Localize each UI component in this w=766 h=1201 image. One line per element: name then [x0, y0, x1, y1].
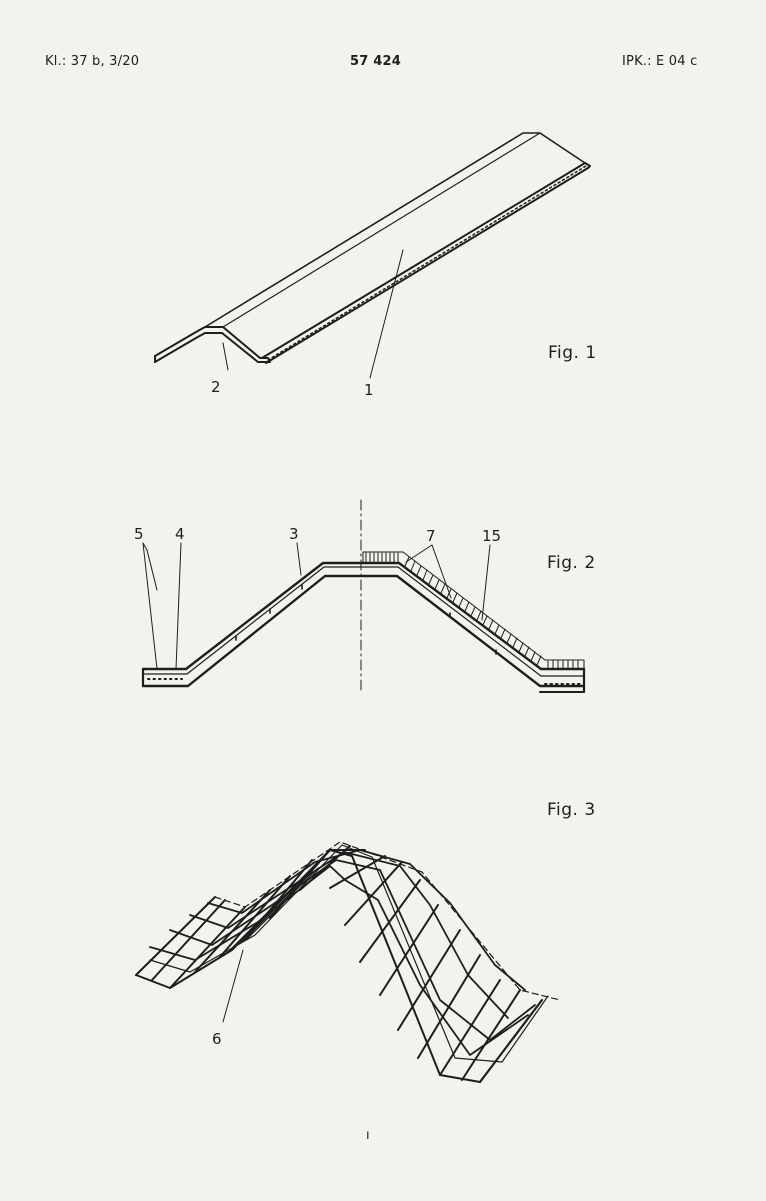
patent-number: 57 424 [350, 54, 401, 69]
figure-2-drawing [141, 499, 586, 694]
ipc-header: IPK.: E 04 c [622, 54, 698, 69]
fig2-label: Fig. 2 [547, 553, 596, 573]
fig3-label: Fig. 3 [547, 800, 596, 820]
fig1-ref-1: 1 [364, 381, 374, 399]
fig2-ref-4: 4 [175, 525, 185, 543]
page-mark: ı [366, 1128, 370, 1143]
fig2-ref-5: 5 [134, 525, 144, 543]
fig2-ref-3: 3 [289, 525, 299, 543]
fig3-ref-6: 6 [212, 1030, 222, 1048]
fig1-label: Fig. 1 [548, 343, 597, 363]
classification-header: Kl.: 37 b, 3/20 [45, 54, 140, 69]
fig2-ref-7: 7 [426, 527, 436, 545]
figure-1-drawing [154, 132, 591, 379]
fig2-ref-15: 15 [482, 527, 501, 545]
fig1-ref-2: 2 [211, 378, 221, 396]
figure-3-drawing [135, 841, 561, 1083]
